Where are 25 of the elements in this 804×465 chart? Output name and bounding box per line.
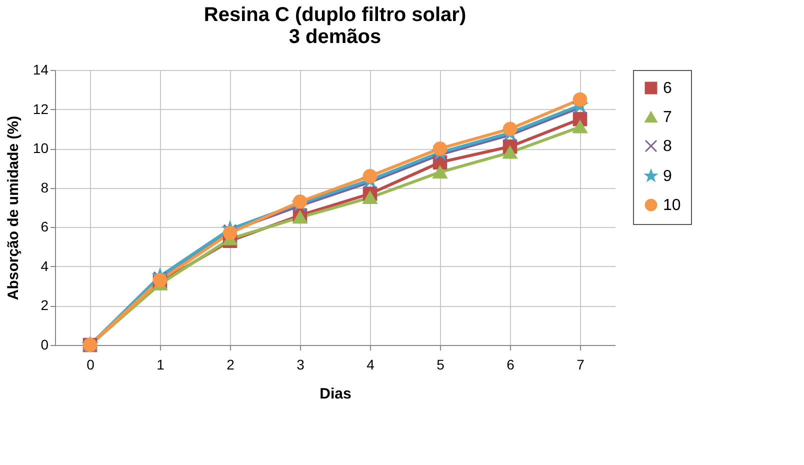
y-tick-label: 12 <box>32 100 49 117</box>
legend-label: 7 <box>663 109 672 126</box>
legend-label: 10 <box>663 197 681 214</box>
y-tick-label: 0 <box>40 336 49 352</box>
legend-label: 6 <box>663 80 672 97</box>
x-tick-label: 4 <box>366 356 375 372</box>
x-tick-label: 1 <box>156 356 165 372</box>
x-tick-label: 3 <box>296 356 305 372</box>
x-tick-label: 2 <box>226 356 235 372</box>
x-tick-label: 6 <box>506 356 515 372</box>
x-tick-label: 7 <box>576 356 585 372</box>
x-axis-title: Dias <box>320 386 352 402</box>
text: 3 demãos <box>288 26 382 48</box>
y-tick-label: 10 <box>32 140 49 156</box>
y-tick-label: 6 <box>40 218 49 235</box>
y-tick-label: 2 <box>40 297 49 314</box>
legend-label: 9 <box>663 168 672 185</box>
legend-label: 8 <box>663 138 672 155</box>
x-tick-label: 0 <box>86 356 95 372</box>
x-tick-label: 5 <box>436 356 445 372</box>
y-tick-label: 14 <box>32 62 49 78</box>
y-tick-label: 8 <box>40 179 49 196</box>
text: Resina C (duplo filtro solar) <box>204 4 466 26</box>
y-axis-title: Absorção de umidade (%) <box>4 116 22 300</box>
y-tick-label: 4 <box>40 258 49 274</box>
